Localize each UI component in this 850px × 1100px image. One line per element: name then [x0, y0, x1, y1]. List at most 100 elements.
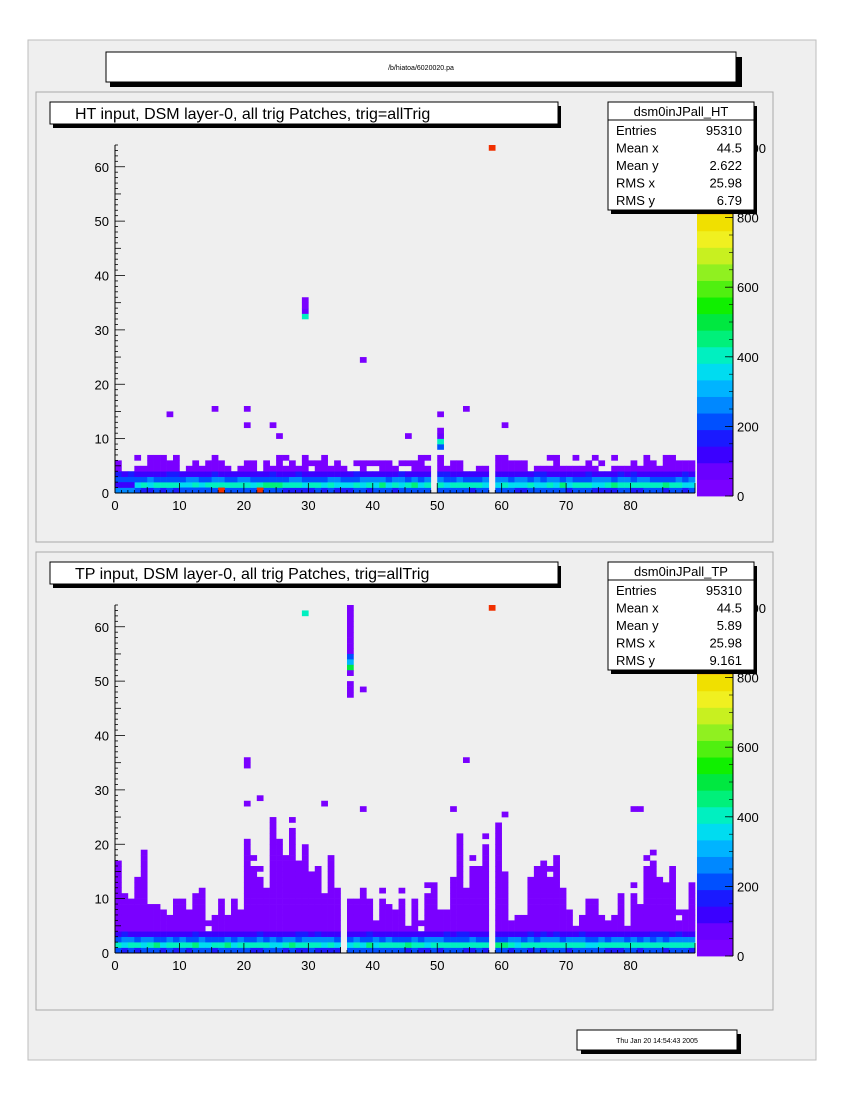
stats-row-label: Mean y [616, 158, 659, 173]
heatmap-cell [237, 931, 245, 937]
heatmap-cell [611, 936, 618, 943]
heatmap-cell [231, 909, 238, 916]
heatmap-cell [424, 882, 432, 889]
heatmap-cell [598, 942, 606, 948]
heatmap-cell [591, 487, 599, 494]
palette-swatch [697, 939, 733, 957]
heatmap-cell [443, 936, 451, 943]
heatmap-cell [327, 947, 335, 954]
heatmap-cell [243, 465, 251, 472]
heatmap-cell [166, 471, 174, 477]
heatmap-cell [127, 898, 135, 905]
heatmap-cell [121, 914, 129, 921]
heatmap-cell [314, 487, 322, 494]
heatmap-cell [301, 947, 309, 954]
heatmap-cell [643, 931, 651, 937]
heatmap-cell [495, 936, 502, 943]
heatmap-cell [424, 936, 432, 943]
y-tick-label: 10 [95, 432, 109, 447]
heatmap-cell [662, 947, 670, 954]
heatmap-cell [553, 931, 560, 937]
heatmap-cell [256, 931, 264, 937]
heatmap-cell [327, 471, 335, 477]
heatmap-cell [308, 482, 316, 488]
heatmap-cell [359, 476, 367, 483]
heatmap-cell [437, 460, 444, 467]
heatmap-cell [334, 471, 341, 477]
heatmap-cell [115, 947, 122, 954]
z-tick-label: 400 [737, 350, 759, 365]
heatmap-cell [347, 605, 354, 611]
heatmap-cell [405, 460, 412, 467]
heatmap-cell [140, 942, 148, 948]
heatmap-cell [340, 482, 348, 488]
heatmap-cell [398, 476, 406, 483]
heatmap-cell [192, 947, 200, 954]
palette-swatch [697, 346, 733, 364]
heatmap-cell [598, 931, 606, 937]
heatmap-cell [366, 920, 374, 927]
heatmap-cell [282, 866, 290, 872]
heatmap-cell [276, 914, 283, 921]
heatmap-cell [405, 925, 412, 932]
heatmap-cell [385, 476, 393, 483]
heatmap-cell [153, 914, 161, 921]
heatmap-cell [198, 887, 206, 894]
heatmap-cell [301, 871, 309, 878]
heatmap-cell [662, 887, 670, 894]
heatmap-cell [450, 476, 457, 483]
heatmap-cell [243, 849, 251, 856]
heatmap-cell [134, 947, 142, 954]
heatmap-cell [662, 898, 670, 905]
heatmap-cell [637, 942, 644, 948]
heatmap-cell [405, 947, 412, 954]
heatmap-cell [160, 454, 167, 461]
heatmap-cell [688, 931, 696, 937]
heatmap-cell [231, 920, 238, 927]
x-tick-label: 50 [430, 958, 444, 973]
heatmap-cell [173, 947, 180, 954]
heatmap-cell [366, 936, 374, 943]
heatmap-cell [643, 465, 651, 472]
heatmap-cell [295, 947, 303, 954]
heatmap-cell [295, 866, 303, 872]
plot-area [115, 605, 695, 953]
heatmap-cell [572, 925, 580, 932]
heatmap-cell [649, 887, 657, 894]
heatmap-cell [243, 914, 251, 921]
stats-row-value: 95310 [706, 123, 742, 138]
heatmap-cell [205, 931, 212, 937]
heatmap-cell [533, 876, 541, 883]
heatmap-cell [140, 855, 148, 861]
heatmap-cell [366, 909, 374, 916]
heatmap-cell [456, 947, 464, 954]
heatmap-cell [662, 942, 670, 948]
heatmap-cell [553, 914, 560, 921]
heatmap-cell [250, 871, 258, 878]
heatmap-cell [688, 925, 696, 932]
heatmap-cell [643, 460, 651, 467]
heatmap-cell [308, 882, 316, 889]
heatmap-cell [540, 931, 548, 937]
heatmap-cell [624, 471, 631, 477]
z-tick-label: 600 [737, 280, 759, 295]
palette-swatch [697, 773, 733, 791]
y-tick-label: 10 [95, 892, 109, 907]
heatmap-cell [121, 898, 129, 905]
heatmap-cell [566, 947, 573, 954]
file-label: /b/hiatoa/6020020.pa [388, 65, 454, 72]
heatmap-cell [398, 936, 406, 943]
heatmap-cell [443, 931, 451, 937]
heatmap-cell [514, 482, 522, 488]
heatmap-cell [147, 936, 154, 943]
heatmap-cell [688, 898, 696, 905]
heatmap-cell [572, 942, 580, 948]
heatmap-cell [308, 909, 316, 916]
heatmap-cell [662, 909, 670, 916]
heatmap-cell [269, 487, 277, 494]
heatmap-cell [411, 471, 419, 477]
heatmap-cell [289, 876, 296, 883]
heatmap-cell [224, 936, 232, 943]
heatmap-cell [495, 482, 502, 488]
heatmap-cell [263, 471, 270, 477]
